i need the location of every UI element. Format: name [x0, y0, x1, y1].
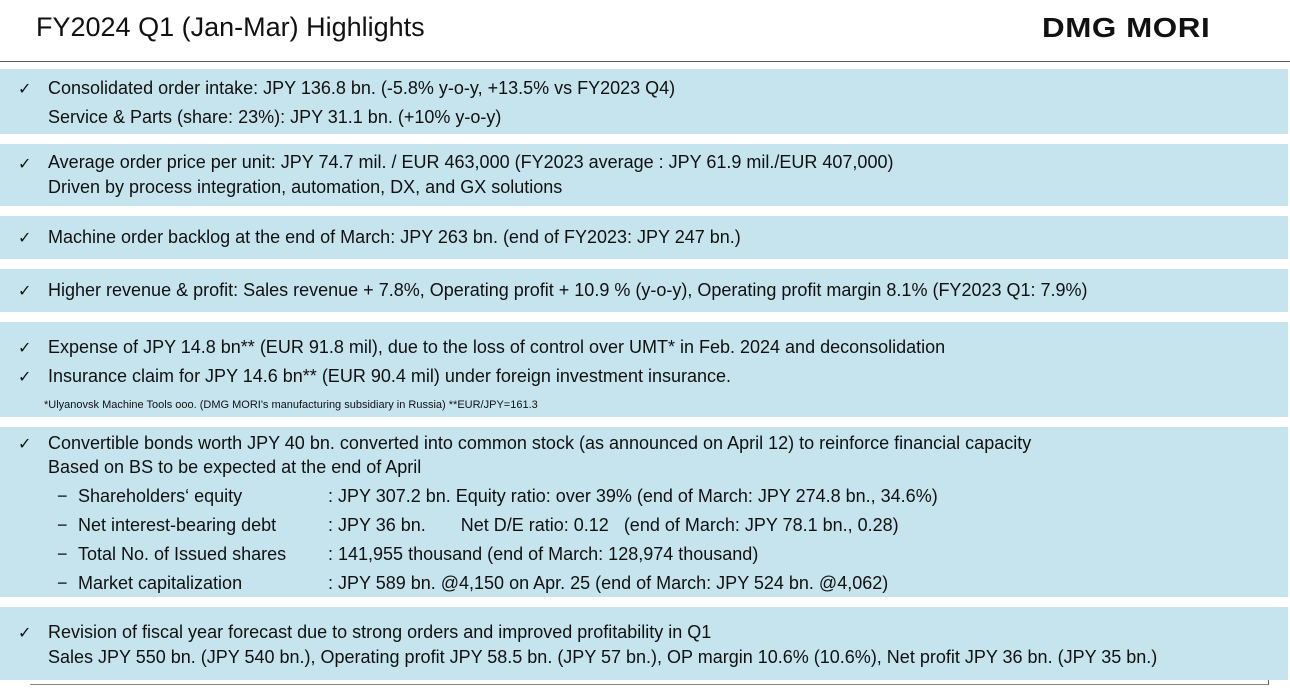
check-icon: ✓	[18, 625, 32, 642]
metric-value: : 141,955 thousand (end of March: 128,97…	[328, 544, 759, 564]
check-icon: ✓	[18, 283, 32, 300]
dash-bullet: −	[57, 515, 68, 535]
revenue-profit-text: Higher revenue & profit: Sales revenue +…	[48, 280, 1088, 300]
check-icon: ✓	[18, 369, 32, 386]
dash-bullet: −	[57, 544, 68, 564]
metric-value: : JPY 589 bn. @4,150 on Apr. 25 (end of …	[328, 573, 889, 593]
check-icon: ✓	[18, 340, 32, 357]
dash-bullet: −	[57, 573, 68, 593]
forecast-figures-text: Sales JPY 550 bn. (JPY 540 bn.), Operati…	[48, 647, 1158, 667]
metric-value: : JPY 307.2 bn. Equity ratio: over 39% (…	[328, 486, 938, 506]
forecast-revision-text: Revision of fiscal year forecast due to …	[48, 622, 712, 642]
slide-header: FY2024 Q1 (Jan-Mar) Highlights DMG MORI	[0, 0, 1290, 62]
highlight-revenue-profit: ✓ Higher revenue & profit: Sales revenue…	[0, 269, 1288, 312]
bottom-divider	[30, 684, 1268, 685]
order-intake-text: Consolidated order intake: JPY 136.8 bn.…	[48, 78, 676, 98]
highlight-forecast-revision: ✓ Revision of fiscal year forecast due t…	[0, 607, 1288, 680]
order-price-driver-text: Driven by process integration, automatio…	[48, 177, 563, 197]
metric-label: Shareholders‘ equity	[78, 486, 243, 506]
header-divider	[0, 61, 1290, 62]
highlight-order-intake: ✓ Consolidated order intake: JPY 136.8 b…	[0, 69, 1288, 134]
metric-value: : JPY 36 bn. Net D/E ratio: 0.12 (end of…	[328, 515, 899, 535]
corner-mark	[1268, 680, 1269, 685]
check-icon: ✓	[18, 230, 32, 247]
highlight-umt-expense: ✓ Expense of JPY 14.8 bn** (EUR 91.8 mil…	[0, 322, 1288, 417]
page-title: FY2024 Q1 (Jan-Mar) Highlights	[36, 12, 425, 42]
check-icon: ✓	[18, 156, 32, 173]
backlog-text: Machine order backlog at the end of Marc…	[48, 227, 741, 247]
order-price-text: Average order price per unit: JPY 74.7 m…	[48, 152, 894, 172]
metric-label: Market capitalization	[78, 573, 243, 593]
dash-bullet: −	[57, 486, 68, 506]
service-parts-text: Service & Parts (share: 23%): JPY 31.1 b…	[48, 107, 502, 127]
highlight-convertible-bonds: ✓ Convertible bonds worth JPY 40 bn. con…	[0, 427, 1288, 597]
highlight-order-price: ✓ Average order price per unit: JPY 74.7…	[0, 144, 1288, 206]
insurance-claim-text: Insurance claim for JPY 14.6 bn** (EUR 9…	[48, 366, 731, 386]
check-icon: ✓	[18, 81, 32, 98]
convertible-bonds-text: Convertible bonds worth JPY 40 bn. conve…	[48, 433, 1032, 453]
metric-label: Total No. of Issued shares	[78, 544, 287, 564]
highlight-order-backlog: ✓ Machine order backlog at the end of Ma…	[0, 216, 1288, 259]
metric-label: Net interest-bearing debt	[78, 515, 277, 535]
footnote-text: *Ulyanovsk Machine Tools ooo. (DMG MORI'…	[44, 399, 538, 411]
check-icon: ✓	[18, 436, 32, 453]
umt-expense-text: Expense of JPY 14.8 bn** (EUR 91.8 mil),…	[48, 337, 946, 357]
company-logo: DMG MORI	[1042, 12, 1211, 43]
bs-basis-text: Based on BS to be expected at the end of…	[48, 457, 422, 477]
